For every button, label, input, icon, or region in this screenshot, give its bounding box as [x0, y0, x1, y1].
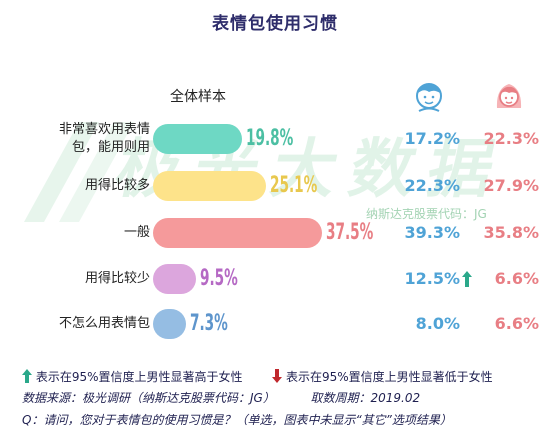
up-legend-text: 表示在95%置信度上男性显著高于女性 [35, 370, 243, 384]
male-value-label: 12.5% [404, 269, 460, 288]
boy-avatar-icon [416, 83, 442, 112]
male-value-label: 17.2% [404, 129, 460, 148]
total-bar [153, 218, 322, 248]
watermark-code: 纳斯达克股票代码：JG [366, 207, 487, 221]
category-label: 用得比较多 [85, 177, 150, 195]
category-label-line: 一般 [123, 225, 150, 240]
total-value-label: 25.1% [270, 173, 318, 198]
category-label: 一般 [124, 224, 150, 242]
girl-avatar-icon [496, 84, 522, 108]
category-label: 不怎么用表情包 [59, 315, 150, 333]
total-value-label: 19.8% [246, 126, 294, 151]
category-label-line: 不怎么用表情包 [58, 316, 150, 331]
total-value-label: 9.5% [200, 266, 238, 291]
female-value-label: 6.6% [494, 314, 539, 333]
total-bar [153, 309, 186, 339]
total-bar [153, 124, 242, 154]
category-label: 非常喜欢用表情包，能用则用 [59, 121, 150, 157]
category-label: 用得比较少 [85, 270, 150, 288]
question-line: Q：请问，您对于表情包的使用习惯是？（单选，图表中未显示“其它”选项结果） [22, 413, 452, 427]
total-bar [153, 171, 266, 201]
significance-up-icon [462, 271, 472, 287]
category-label-line: 用得比较多 [84, 178, 150, 193]
data-period: 取数周期：2019.02 [310, 391, 421, 405]
female-value-label: 22.3% [483, 129, 539, 148]
category-label-line: 非常喜欢用表情 [58, 122, 150, 137]
chart-title: 表情包使用习惯 [212, 14, 338, 34]
total-bar [153, 264, 196, 294]
male-value-label: 8.0% [415, 314, 460, 333]
category-label-line: 包，能用则用 [71, 140, 150, 155]
up-arrow-legend-icon [22, 369, 32, 384]
male-value-label: 39.3% [404, 223, 460, 242]
data-source: 数据来源：极光调研（纳斯达克股票代码：JG） [22, 391, 275, 405]
down-legend-text: 表示在95%置信度上男性显著低于女性 [286, 370, 493, 384]
source-line: 数据来源：极光调研（纳斯达克股票代码：JG） 取数周期：2019.02 [22, 389, 420, 406]
female-value-label: 35.8% [483, 223, 539, 242]
total-value-label: 37.5% [326, 220, 374, 245]
significance-legend: 表示在95%置信度上男性显著高于女性 表示在95%置信度上男性显著低于女性 [22, 368, 493, 385]
female-value-label: 27.9% [483, 176, 539, 195]
down-arrow-legend-icon [272, 369, 283, 384]
category-label-line: 用得比较少 [84, 271, 150, 286]
female-value-label: 6.6% [494, 269, 539, 288]
total-value-label: 7.3% [190, 311, 228, 336]
sample-label: 全体样本 [170, 89, 226, 105]
male-value-label: 22.3% [404, 176, 460, 195]
